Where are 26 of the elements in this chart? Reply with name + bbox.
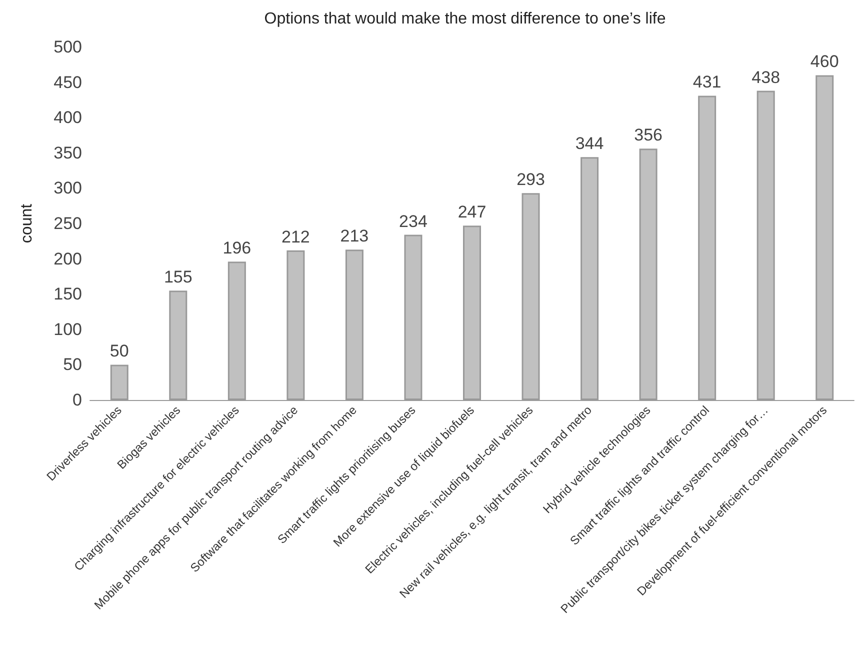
y-tick-label: 0: [72, 390, 82, 410]
data-label: 196: [222, 238, 252, 258]
data-label: 50: [110, 342, 129, 361]
y-tick-label: 200: [54, 249, 82, 268]
data-label: 155: [164, 268, 192, 287]
data-label: 438: [752, 68, 780, 87]
y-tick-label: 450: [54, 72, 82, 92]
data-label: 247: [458, 202, 486, 222]
y-tick-label: 300: [54, 178, 82, 198]
y-tick-label: 400: [54, 108, 82, 128]
y-tick-label: 100: [54, 320, 82, 339]
data-label: 344: [575, 134, 604, 154]
y-tick-label: 150: [54, 284, 82, 304]
chart-title: Options that would make the most difference to one’s life: [264, 10, 666, 28]
data-label: 293: [516, 170, 545, 190]
data-label: 234: [399, 212, 428, 231]
y-axis-title: count: [18, 203, 36, 244]
y-tick-label: 250: [54, 214, 82, 233]
y-tick-label: 500: [54, 38, 82, 56]
data-label: 460: [810, 52, 839, 72]
data-label: 356: [634, 126, 662, 145]
data-label: 431: [692, 72, 722, 92]
data-label: 212: [282, 227, 310, 246]
data-label: 213: [340, 226, 369, 246]
y-tick-label: 50: [63, 355, 82, 374]
y-tick-label: 350: [54, 143, 82, 162]
